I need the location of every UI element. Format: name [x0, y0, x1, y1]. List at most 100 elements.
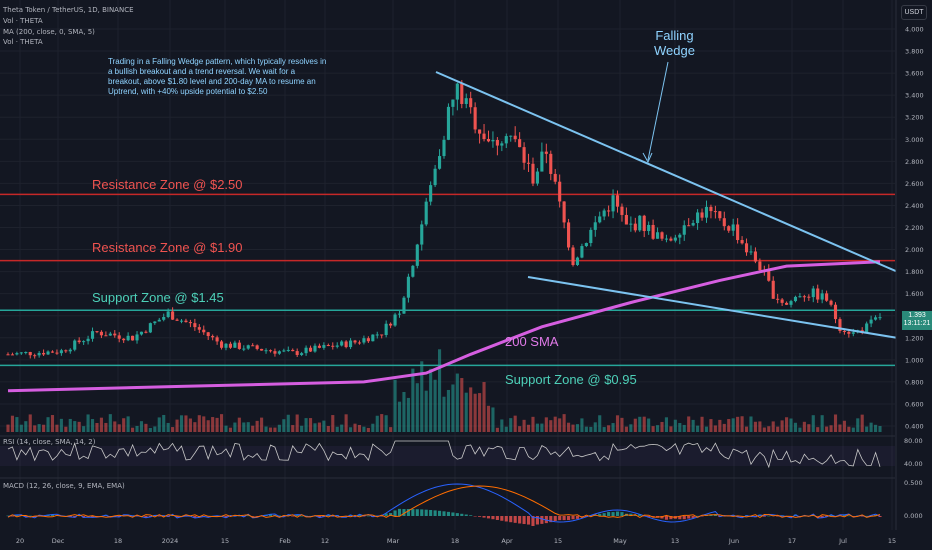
macd-histogram-bar — [696, 515, 700, 517]
candle-body — [647, 224, 651, 232]
volume-bar — [179, 415, 184, 432]
candle-body — [179, 320, 184, 322]
ma-legend[interactable]: MA (200, close, 0, SMA, 5) — [3, 28, 95, 36]
volume-bar — [691, 419, 695, 432]
candle-body — [687, 225, 691, 227]
macd-histogram-bar — [251, 516, 255, 517]
candle-body — [491, 139, 495, 142]
candle-body — [108, 333, 112, 336]
price-axis[interactable] — [896, 0, 932, 550]
volume-bar — [767, 426, 771, 432]
currency-button[interactable]: USDT — [901, 5, 927, 20]
macd-histogram-bar — [709, 514, 713, 516]
volume-bar — [851, 427, 855, 432]
candle-body — [246, 345, 250, 349]
volume-bar — [540, 423, 544, 432]
macd-histogram-bar — [504, 516, 508, 522]
wedge-upper-line[interactable] — [435, 71, 899, 273]
volume-legend[interactable]: Vol · THETA — [3, 17, 43, 25]
candle-body — [655, 232, 660, 239]
volume-bar — [126, 416, 130, 432]
volume-legend-2[interactable]: Vol · THETA — [3, 38, 43, 46]
volume-bar — [362, 426, 366, 432]
volume-bar — [429, 368, 433, 432]
candle-body — [793, 296, 798, 302]
volume-bar — [451, 384, 455, 432]
volume-bar — [117, 424, 121, 432]
candle-body — [696, 212, 700, 224]
volume-bar — [513, 415, 517, 432]
macd-histogram-bar — [540, 516, 544, 524]
candle-body — [122, 338, 126, 341]
candle-body — [776, 298, 780, 300]
candle-body — [268, 350, 273, 352]
time-tick-label: Jul — [838, 537, 847, 545]
volume-bar — [509, 418, 513, 432]
time-tick-label: 15 — [554, 537, 562, 545]
macd-histogram-bar — [842, 514, 846, 516]
signal-line — [7, 485, 881, 519]
macd-histogram-bar — [224, 516, 228, 518]
volume-bar — [15, 417, 19, 432]
falling-wedge-label: Falling Wedge — [654, 28, 695, 58]
candle-body — [589, 229, 593, 244]
volume-bar — [598, 415, 602, 432]
price-tick-label: 3.600 — [905, 70, 924, 78]
candle-body — [304, 347, 308, 354]
candle-body — [215, 337, 219, 342]
volume-bar — [464, 392, 468, 432]
candle-body — [113, 333, 117, 336]
macd-histogram-bar — [526, 516, 531, 525]
macd-histogram-bar — [607, 512, 611, 516]
symbol-title[interactable]: Theta Token / TetherUS, 1D, BINANCE — [3, 6, 134, 14]
volume-bar — [504, 426, 508, 432]
time-tick-label: Feb — [279, 537, 291, 545]
candle-body — [300, 353, 304, 355]
candle-body — [567, 222, 571, 248]
candle-body — [139, 331, 144, 335]
volume-bar — [397, 401, 402, 432]
bar-countdown: 13:11:21 — [903, 320, 931, 327]
candle-body — [638, 215, 642, 231]
candle-body — [602, 210, 606, 217]
candle-body — [495, 139, 499, 146]
candle-body — [553, 173, 557, 182]
candle-body — [598, 216, 602, 223]
time-axis[interactable] — [0, 530, 932, 550]
volume-bar — [811, 415, 815, 432]
volume-bar — [171, 427, 175, 432]
candle-body — [233, 342, 237, 348]
volume-bar — [469, 387, 473, 432]
candle-body — [509, 135, 513, 137]
macd-histogram-bar — [268, 514, 273, 516]
candle-body — [727, 226, 731, 231]
candle-body — [362, 338, 366, 343]
volume-bar — [624, 426, 628, 432]
volume-bar — [753, 421, 757, 432]
wedge-lower-line[interactable] — [527, 276, 899, 339]
macd-histogram-bar — [571, 516, 575, 520]
macd-histogram-bar — [513, 516, 517, 523]
candle-body — [704, 206, 709, 218]
macd-legend[interactable]: MACD (12, 26, close, 9, EMA, EMA) — [3, 482, 125, 490]
price-tick-label: 1.200 — [905, 334, 924, 342]
rsi-tick-label: 40.00 — [904, 460, 923, 468]
falling-wedge-trendlines[interactable] — [435, 61, 899, 339]
candle-body — [513, 135, 517, 140]
volume-bar — [122, 418, 126, 432]
candle-body — [353, 340, 357, 343]
candle-body — [144, 331, 148, 333]
macd-histogram-bar — [197, 516, 201, 517]
rsi-legend[interactable]: RSI (14, close, SMA, 14, 2) — [3, 438, 96, 446]
volume-bar — [24, 421, 28, 432]
volume-bar — [251, 425, 255, 432]
macd-histogram-bar — [811, 515, 815, 516]
rsi-pane — [0, 435, 895, 469]
candle-body — [811, 288, 815, 298]
volume-bar — [90, 419, 95, 432]
volume-bar — [865, 426, 869, 432]
volume-bar — [77, 421, 81, 432]
volume-bar — [785, 417, 789, 432]
volume-bar — [647, 418, 651, 432]
